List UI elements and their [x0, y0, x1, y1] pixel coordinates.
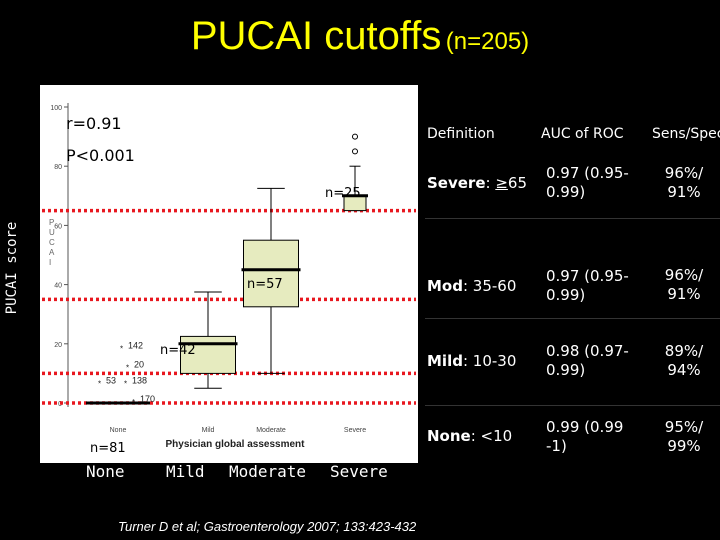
table-row-mod-auc: 0.97 (0.95-0.99)	[546, 267, 629, 304]
outlier-label: 170	[140, 394, 155, 404]
y-axis-label: PUCAI score	[4, 221, 20, 315]
table-header-auc: AUC of ROC	[541, 126, 624, 142]
table-header-sens: Sens/Spec	[652, 126, 720, 142]
n-label-none: n=81	[90, 441, 126, 456]
table-row-mild-auc: 0.98 (0.97-0.99)	[546, 342, 629, 379]
def-value: :	[485, 174, 496, 192]
citation: Turner D et al; Gastroenterology 2007; 1…	[118, 519, 417, 534]
n-label-moderate: n=57	[247, 277, 283, 292]
outlier-marker: *	[126, 363, 129, 372]
def-symbol: ≥	[495, 174, 508, 192]
y-tick-label: 100	[50, 105, 62, 112]
slide-title: PUCAI cutoffs (n=205)	[0, 14, 720, 59]
title-main: PUCAI cutoffs	[190, 14, 442, 58]
table-row-mod-sens: 96%/ 91%	[664, 266, 704, 303]
box	[243, 239, 299, 308]
title-sub: (n=205)	[445, 28, 530, 55]
y-axis-label-fragment-letter: I	[49, 258, 51, 267]
def-value: : 10-30	[462, 352, 517, 370]
stat-p: P<0.001	[66, 146, 135, 165]
def-label: Severe	[427, 174, 486, 192]
y-axis-label-fragment-letter: A	[49, 248, 55, 257]
y-axis-label-fragment-letter: U	[49, 228, 55, 237]
def-number: 65	[507, 174, 527, 192]
x-axis-label: Physician global assessment	[166, 439, 306, 450]
outlier-marker: *	[98, 379, 101, 388]
def-label: Mild	[427, 352, 463, 370]
y-tick-label: 20	[54, 342, 62, 349]
x-tick-label: Severe	[344, 427, 366, 434]
x-tick-label: Mild	[202, 427, 215, 434]
outlier-label: 142	[128, 341, 143, 351]
category-moderate: Moderate	[229, 462, 307, 481]
def-value: : 35-60	[462, 277, 517, 295]
table-row-mild-definition: Mild: 10-30	[427, 352, 516, 371]
y-tick-label: 80	[54, 164, 62, 171]
outlier-label: 20	[134, 359, 144, 369]
n-label-severe: n=25	[325, 186, 361, 201]
x-tick-label: Moderate	[256, 427, 286, 434]
boxplot-chart: 020406080100PUCAI142*20*53*138*170*NoneM…	[42, 103, 416, 450]
category-mild: Mild	[166, 462, 205, 481]
def-label: Mod	[427, 277, 463, 295]
category-none: None	[86, 462, 125, 481]
def-value: : <10	[470, 427, 513, 445]
table-row-severe-auc: 0.97 (0.95-0.99)	[546, 164, 629, 201]
table-row-severe-sens: 96%/ 91%	[664, 164, 704, 201]
x-tick-label: None	[110, 427, 127, 434]
row-divider	[425, 218, 720, 219]
y-axis-label-fragment-letter: P	[49, 218, 54, 227]
boxplot-panel: 020406080100PUCAI142*20*53*138*170*NoneM…	[40, 85, 418, 463]
outlier-marker: *	[124, 379, 127, 388]
row-divider	[425, 318, 720, 319]
table-row-none-definition: None: <10	[427, 427, 512, 446]
outlier-label: 138	[132, 375, 147, 385]
def-label: None	[427, 427, 471, 445]
y-tick-label: 40	[54, 283, 62, 290]
outlier-marker: *	[132, 398, 135, 407]
table-row-severe-definition: Severe: ≥65	[427, 174, 527, 193]
row-divider	[425, 405, 720, 406]
table-row-none-sens: 95%/ 99%	[664, 418, 704, 455]
outlier-marker	[352, 133, 358, 140]
table-row-mild-sens: 89%/ 94%	[664, 342, 704, 379]
outlier-marker: *	[120, 345, 123, 354]
category-severe: Severe	[330, 462, 388, 481]
y-tick-label: 60	[54, 223, 62, 230]
outlier-label: 53	[106, 375, 116, 385]
table-row-none-auc: 0.99 (0.99 -1)	[546, 418, 624, 455]
table-header-definition: Definition	[427, 126, 495, 142]
n-label-mild: n=42	[160, 343, 196, 358]
y-axis-label-fragment-letter: C	[49, 238, 55, 247]
table-row-mod-definition: Mod: 35-60	[427, 277, 516, 296]
stat-r: r=0.91	[66, 114, 122, 133]
outlier-marker	[352, 148, 358, 155]
